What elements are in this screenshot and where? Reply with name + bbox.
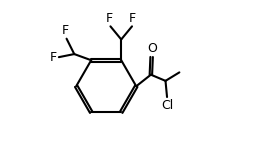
Text: F: F	[129, 12, 136, 24]
Text: Cl: Cl	[162, 99, 174, 112]
Text: F: F	[62, 24, 69, 37]
Text: O: O	[148, 42, 157, 55]
Text: F: F	[50, 51, 57, 64]
Text: F: F	[106, 12, 113, 24]
